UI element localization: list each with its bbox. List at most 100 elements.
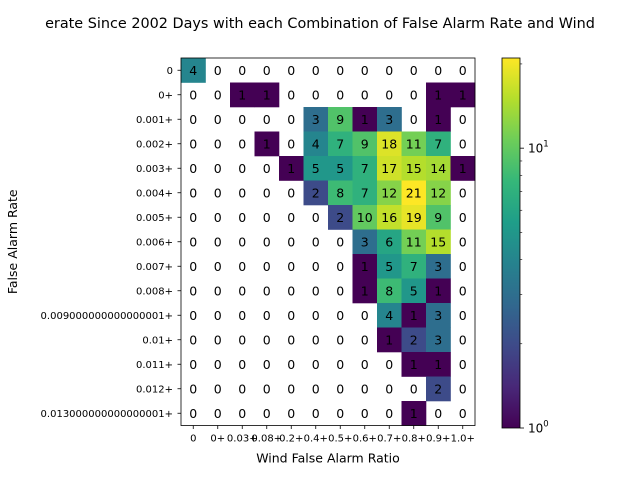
cell-value-label: 4 <box>189 63 197 78</box>
cell-value-label: 0 <box>189 283 197 298</box>
y-tick-label: 0.011+ <box>136 360 173 371</box>
cell-value-label: 0 <box>287 136 295 151</box>
heatmap-cell <box>303 107 329 132</box>
cell-value-label: 0 <box>287 332 295 347</box>
heatmap-cell <box>352 180 378 206</box>
cell-value-label: 0 <box>287 308 295 323</box>
cell-value-label: 0 <box>385 87 393 102</box>
cell-value-label: 0 <box>459 308 467 323</box>
cell-value-label: 0 <box>214 87 222 102</box>
cell-value-label: 0 <box>214 406 222 421</box>
cell-value-label: 0 <box>336 308 344 323</box>
heatmap-cell <box>401 131 427 157</box>
cell-value-label: 0 <box>238 308 246 323</box>
cell-value-label: 0 <box>189 161 197 176</box>
cell-value-label: 3 <box>385 112 393 127</box>
cell-value-label: 0 <box>238 210 246 225</box>
cell-value-label: 0 <box>459 136 467 151</box>
heatmap-cell <box>426 107 451 132</box>
cell-value-label: 0 <box>336 63 344 78</box>
heatmap-cell <box>328 131 353 157</box>
x-tick-label: 0.4+ <box>304 434 328 445</box>
heatmap-cell <box>426 254 451 279</box>
cell-value-label: 0 <box>214 161 222 176</box>
cell-value-label: 1 <box>238 87 246 102</box>
heatmap-cell <box>401 254 427 279</box>
cell-value-label: 10 <box>357 210 373 225</box>
cell-value-label: 0 <box>459 112 467 127</box>
cell-value-label: 18 <box>381 136 397 151</box>
cell-value-label: 1 <box>410 406 418 421</box>
cell-value-label: 0 <box>312 259 320 274</box>
cell-value-label: 5 <box>410 283 418 298</box>
cell-value-label: 5 <box>312 161 320 176</box>
cell-value-label: 15 <box>430 234 446 249</box>
cell-value-label: 0 <box>385 406 393 421</box>
cell-value-label: 0 <box>214 234 222 249</box>
y-tick-label: 0.003+ <box>136 164 173 175</box>
cell-value-label: 0 <box>287 210 295 225</box>
cell-value-label: 0 <box>459 210 467 225</box>
cell-value-label: 0 <box>263 112 271 127</box>
y-tick-label: 0.012+ <box>136 384 173 395</box>
cell-value-label: 0 <box>312 283 320 298</box>
cell-value-label: 2 <box>410 332 418 347</box>
chart-title: erate Since 2002 Days with each Combinat… <box>45 16 595 32</box>
cell-value-label: 1 <box>361 283 369 298</box>
cell-value-label: 0 <box>336 234 344 249</box>
cell-value-label: 0 <box>238 185 246 200</box>
colorbar-tick-label: 101 <box>528 140 549 156</box>
heatmap-cell <box>352 156 378 181</box>
heatmap-cell <box>328 107 353 132</box>
cell-value-label: 0 <box>410 112 418 127</box>
cell-value-label: 0 <box>361 357 369 372</box>
cell-value-label: 0 <box>189 136 197 151</box>
heatmap-cell <box>377 205 402 230</box>
cell-value-label: 0 <box>214 136 222 151</box>
x-tick-label: 0.8+ <box>402 434 426 445</box>
cell-value-label: 0 <box>434 63 442 78</box>
y-axis-label: False Alarm Rate <box>5 189 20 294</box>
heatmap-cell <box>401 352 427 377</box>
cell-value-label: 12 <box>381 185 397 200</box>
cell-value-label: 5 <box>385 259 393 274</box>
y-tick-label: 0.008+ <box>136 286 173 297</box>
y-tick-label: 0.013000000000000001+ <box>41 409 173 420</box>
cell-value-label: 0 <box>263 283 271 298</box>
cell-value-label: 0 <box>434 406 442 421</box>
cell-value-label: 0 <box>214 381 222 396</box>
y-tick-label: 0.005+ <box>136 213 173 224</box>
y-tick-label: 0.002+ <box>136 139 173 150</box>
cell-value-label: 0 <box>287 112 295 127</box>
heatmap-cell <box>426 278 451 304</box>
heatmap-cell <box>401 303 427 328</box>
x-tick-label: 0.03+ <box>227 434 258 445</box>
cell-value-label: 3 <box>434 259 442 274</box>
heatmap-cell <box>401 229 427 255</box>
heatmap-cell <box>401 156 427 181</box>
heatmap-cell <box>426 352 451 377</box>
heatmap-cell <box>450 82 476 108</box>
cell-value-label: 0 <box>238 136 246 151</box>
cell-value-label: 0 <box>459 381 467 396</box>
heatmap-cell <box>426 82 451 108</box>
heatmap-cell <box>352 131 378 157</box>
cell-value-label: 1 <box>410 357 418 372</box>
cell-value-label: 1 <box>361 259 369 274</box>
cell-value-label: 0 <box>238 63 246 78</box>
cell-value-label: 0 <box>189 308 197 323</box>
heatmap-cell <box>352 205 378 230</box>
cell-value-label: 0 <box>189 185 197 200</box>
cell-value-label: 0 <box>189 357 197 372</box>
cell-value-label: 0 <box>336 406 344 421</box>
cell-value-label: 1 <box>287 161 295 176</box>
cell-value-label: 11 <box>406 136 422 151</box>
cell-value-label: 19 <box>406 210 422 225</box>
y-tick-label: 0.006+ <box>136 237 173 248</box>
cell-value-label: 0 <box>263 406 271 421</box>
cell-value-label: 0 <box>214 332 222 347</box>
heatmap-cell <box>328 205 353 230</box>
cell-value-label: 3 <box>434 332 442 347</box>
heatmap-cell <box>426 131 451 157</box>
